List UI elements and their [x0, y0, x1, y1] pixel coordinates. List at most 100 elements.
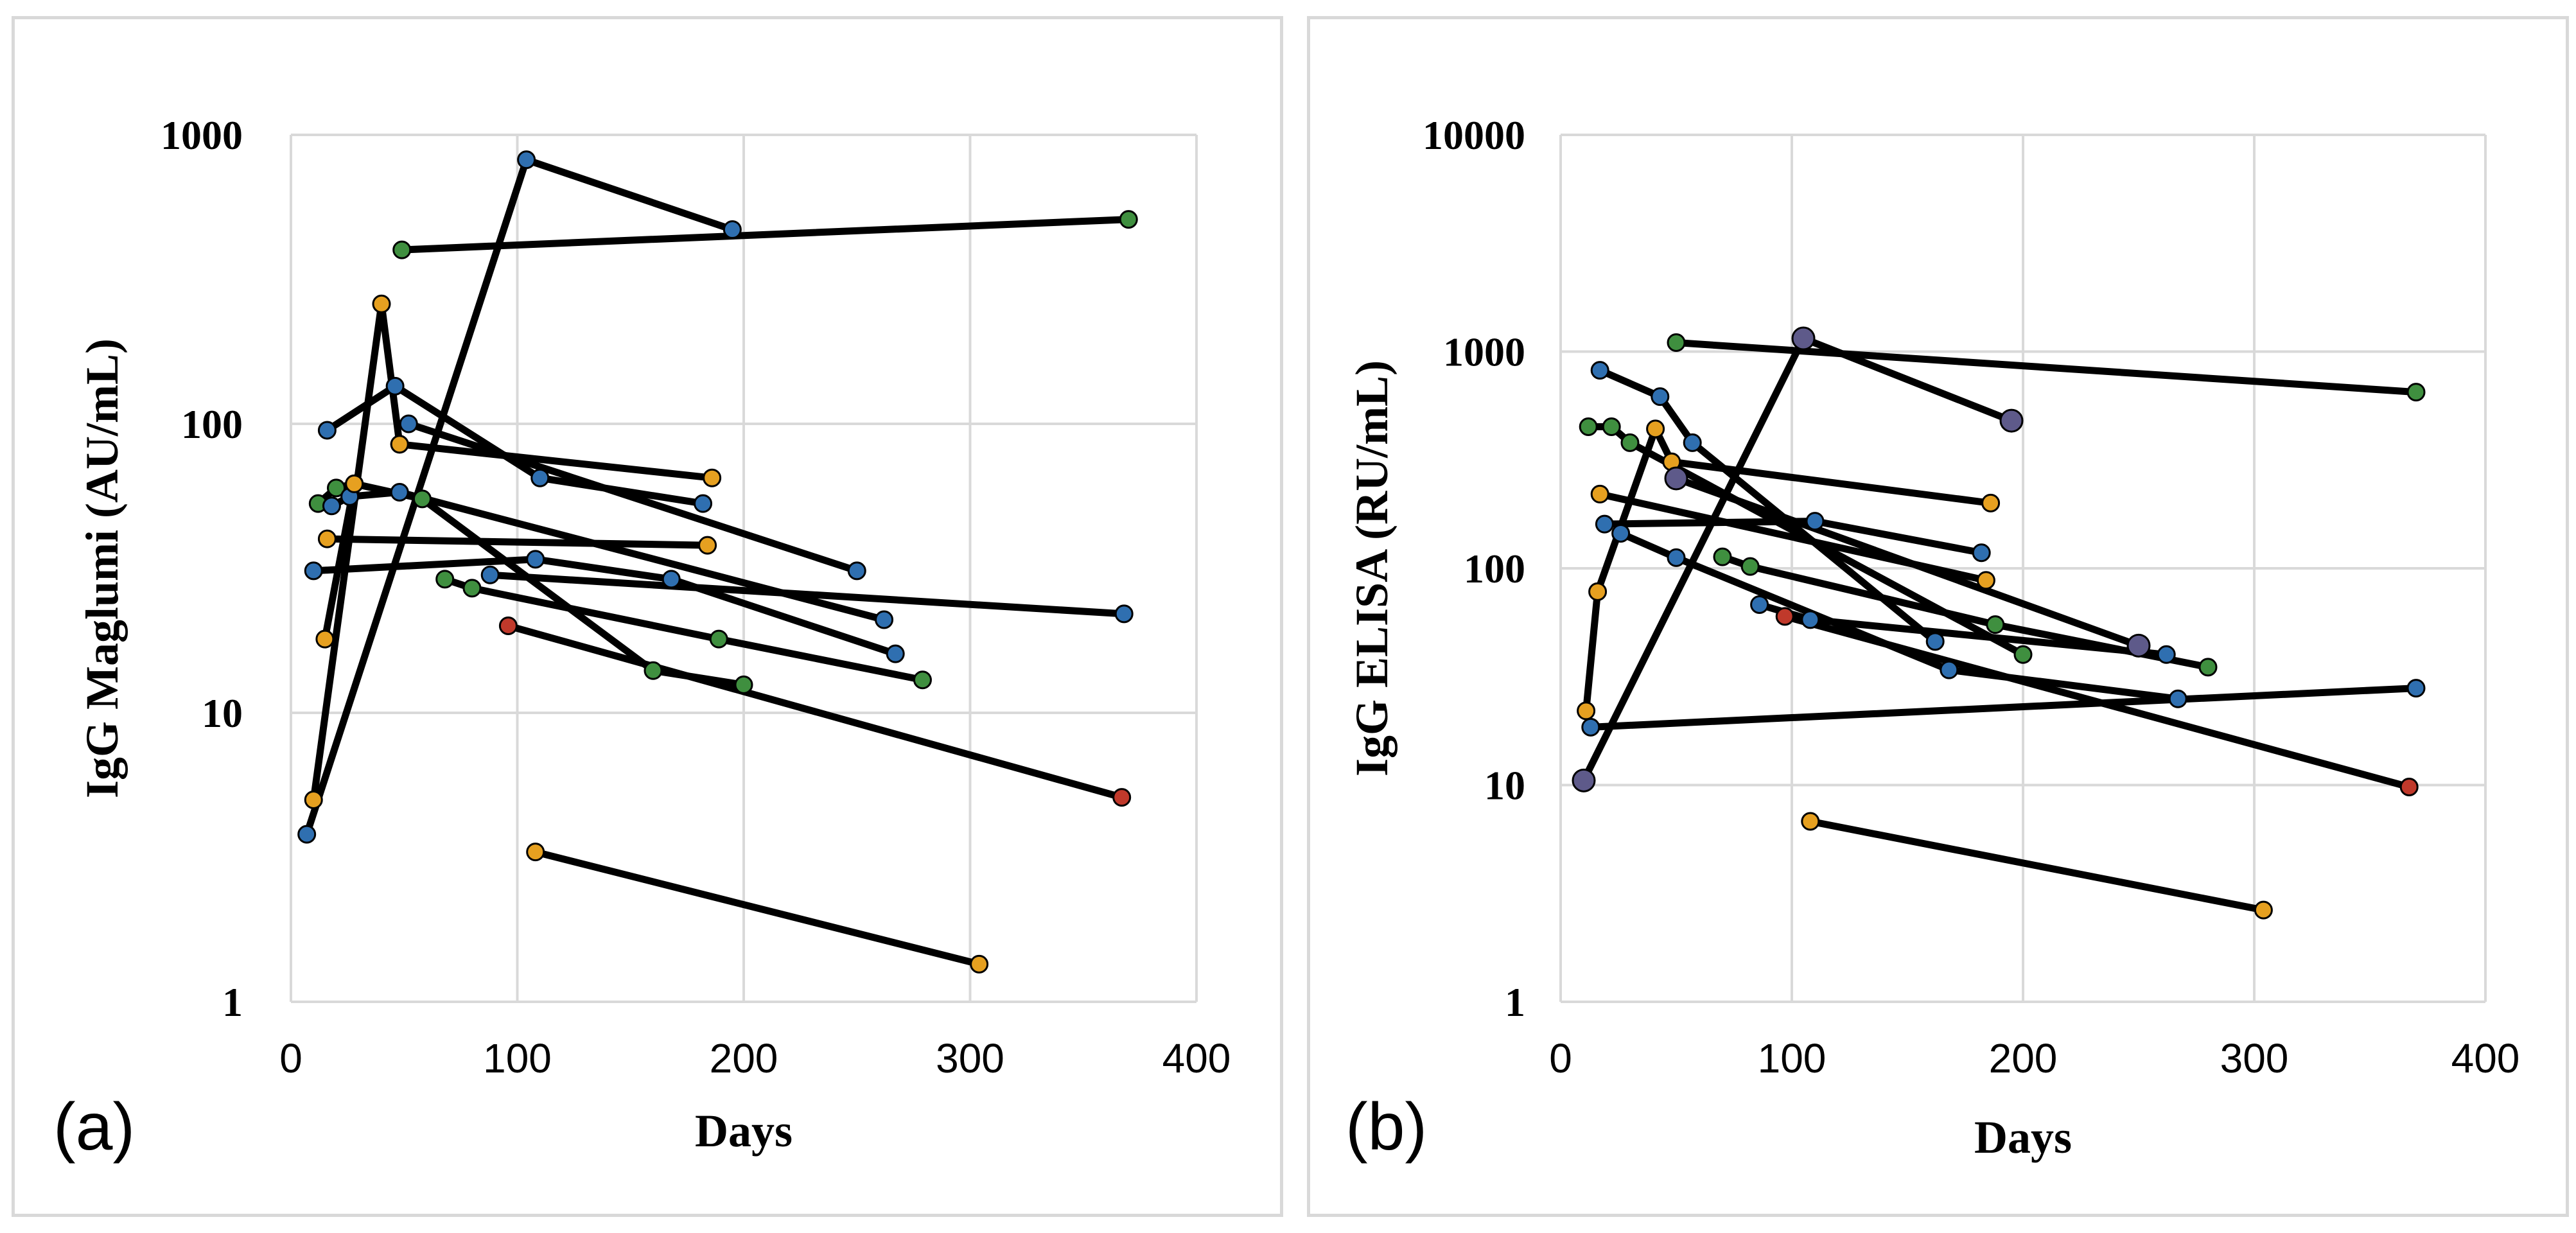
x-tick-label: 300 — [936, 1035, 1004, 1081]
data-point — [2168, 689, 2187, 708]
series-line — [1587, 685, 2420, 731]
data-point — [1740, 557, 1760, 576]
panel-label: (a) — [53, 1090, 135, 1164]
x-tick-label: 400 — [2451, 1035, 2520, 1081]
data-point — [847, 561, 866, 581]
chart-b-svg: 1 10 100 1000 10000 0 100 200 300 400 IgG ELISA (R… — [1345, 112, 2520, 1164]
data-point — [435, 570, 455, 589]
data-point — [1972, 543, 1991, 563]
y-tick-label: 1000 — [1443, 329, 1525, 375]
data-point — [1588, 582, 1608, 601]
series-line — [504, 622, 1126, 801]
data-point — [317, 529, 337, 548]
data-point — [2254, 900, 2273, 920]
series-line — [398, 216, 1132, 254]
data-point — [390, 482, 409, 502]
data-point — [526, 843, 545, 862]
data-point — [1775, 607, 1794, 626]
data-point — [1801, 610, 1820, 629]
x-axis-title: Days — [695, 1105, 793, 1157]
data-point — [390, 435, 409, 454]
data-point — [1667, 548, 1686, 567]
y-axis-title: IgG ELISA (RU/mL) — [1346, 360, 1398, 776]
data-point — [1646, 419, 1665, 439]
data-point — [662, 570, 681, 589]
data-point — [875, 610, 894, 629]
data-point — [1976, 571, 1995, 590]
data-point — [517, 150, 536, 170]
data-point — [345, 474, 364, 493]
y-tick-label: 10000 — [1423, 112, 1525, 158]
data-point — [886, 644, 905, 663]
x-tick-label: 200 — [1989, 1035, 2058, 1081]
data-point — [297, 825, 317, 844]
x-tick-label: 0 — [279, 1035, 302, 1081]
series-line — [328, 488, 888, 624]
series-line — [310, 303, 403, 803]
data-point — [2406, 679, 2426, 698]
data-point — [1579, 417, 1598, 437]
y-tick-label: 1 — [1505, 979, 1525, 1025]
data-point — [498, 616, 518, 636]
data-point — [1750, 595, 1769, 615]
data-point — [2399, 777, 2419, 796]
series-line — [532, 848, 983, 968]
data-point — [1611, 524, 1631, 543]
data-point — [1999, 408, 2024, 433]
data-point — [1572, 768, 1596, 792]
data-point — [2157, 645, 2176, 664]
chart-a-svg: 1 10 100 1000 0 100 200 300 400 IgG Maglumi (AU/m… — [53, 112, 1231, 1164]
data-point — [372, 294, 391, 313]
y-tick-label: 1 — [222, 979, 243, 1025]
data-point — [1801, 812, 1820, 831]
series-line — [310, 555, 899, 658]
series-line — [323, 535, 712, 549]
data-point — [2126, 633, 2151, 658]
data-point — [1713, 547, 1732, 566]
data-point — [2013, 645, 2033, 664]
data-point — [1112, 788, 1132, 807]
series-line — [1672, 475, 2142, 649]
x-tick-label: 100 — [483, 1035, 552, 1081]
data-point — [1940, 660, 1959, 679]
data-point — [304, 790, 323, 809]
data-point — [317, 421, 337, 440]
data-point — [1791, 326, 1816, 351]
y-tick-label: 10 — [202, 690, 243, 736]
data-point — [526, 550, 545, 569]
data-point — [530, 468, 550, 487]
series-line — [323, 381, 707, 507]
chart-panel-a: 1 10 100 1000 0 100 200 300 400 IgG Maglumi (AU/m… — [12, 16, 1283, 1217]
data-point — [480, 565, 500, 584]
series-line — [1672, 339, 2420, 396]
series-line — [486, 571, 1128, 618]
panel-label: (b) — [1345, 1090, 1427, 1164]
data-point — [462, 579, 482, 598]
data-point — [1986, 615, 2005, 634]
x-tick-label: 300 — [2220, 1035, 2289, 1081]
data-point — [1577, 701, 1596, 721]
data-point — [1664, 466, 1688, 491]
data-point — [1925, 632, 1945, 651]
data-point — [644, 661, 663, 680]
data-point — [694, 494, 713, 513]
data-point — [1602, 417, 1621, 437]
y-tick-label: 100 — [181, 401, 243, 447]
series-line — [1584, 423, 2027, 658]
series-line — [441, 575, 926, 684]
y-tick-label: 1000 — [161, 112, 243, 158]
data-point — [1114, 604, 1134, 624]
data-point — [709, 629, 728, 649]
data-point — [322, 496, 341, 516]
data-point — [2406, 383, 2426, 402]
data-point — [1667, 333, 1686, 353]
series-line — [1807, 818, 2267, 914]
data-point — [698, 536, 717, 555]
y-tick-label: 10 — [1484, 763, 1525, 809]
data-point — [412, 489, 432, 509]
data-point — [723, 220, 742, 240]
data-point — [399, 414, 418, 433]
series-line — [321, 480, 358, 643]
series-line — [396, 441, 716, 482]
data-point — [1805, 512, 1825, 531]
